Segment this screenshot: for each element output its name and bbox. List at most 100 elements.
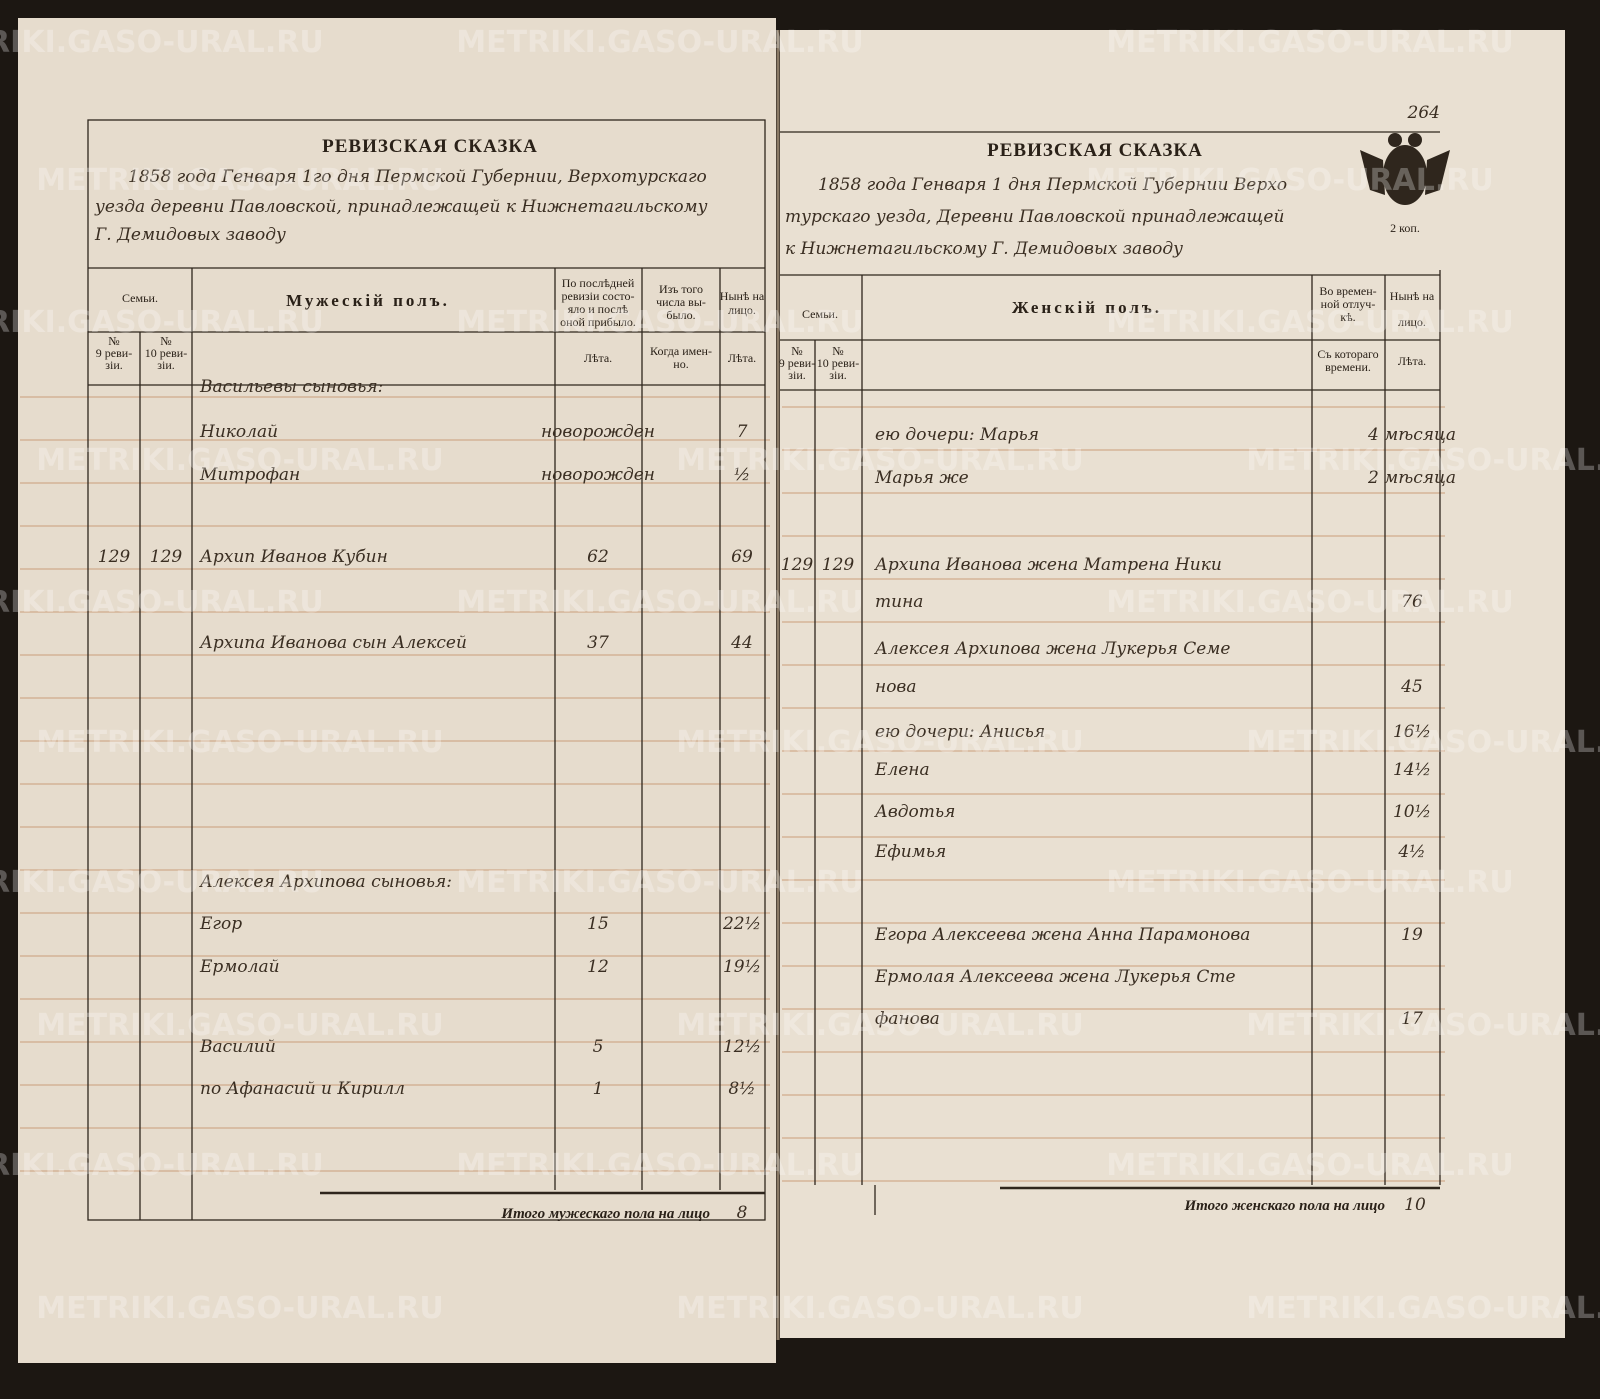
watermark: METRIKI.GASO-URAL.RU	[1246, 443, 1600, 478]
watermark: METRIKI.GASO-URAL.RU	[1106, 585, 1514, 620]
entry-name: Архип Иванов Кубин	[199, 547, 388, 567]
column-header: зіи.	[157, 358, 175, 372]
entry-last: 37	[587, 633, 609, 653]
entry-name: Елена	[874, 760, 930, 780]
watermark: METRIKI.GASO-URAL.RU	[676, 725, 1084, 760]
stamp-price: 2 коп.	[1390, 221, 1420, 235]
entry-last: 5	[593, 1037, 604, 1057]
entries: Васильевы сыновья: Николай новорожден 7 Митр…	[98, 377, 1456, 1099]
entry-name: Василий	[199, 1037, 276, 1057]
right-header-line: 1858 года Генваря 1 дня Пермской Губерни…	[818, 175, 1287, 195]
entry-now: 19	[1401, 925, 1423, 945]
column-header: числа вы-	[656, 295, 706, 309]
emblem-head	[1388, 133, 1402, 147]
column-header: Лѣта.	[728, 351, 756, 365]
entry-now: 19½	[723, 957, 761, 977]
watermark: METRIKI.GASO-URAL.RU	[456, 25, 864, 60]
right-title: РЕВИЗСКАЯ СКАЗКА	[987, 140, 1203, 161]
entry-name: Ермолая Алексеева жена Лукерья Сте	[874, 967, 1236, 987]
entry-name: фанова	[875, 1009, 940, 1029]
watermark: METRIKI.GASO-URAL.RU	[1246, 1291, 1600, 1326]
left-header-line: 1858 года Генваря 1го дня Пермской Губер…	[128, 167, 707, 187]
entry-name: Васильевы сыновья:	[199, 377, 383, 397]
entry-now: 2 мѣсяца	[1367, 468, 1456, 488]
entry-last: новорожден	[541, 422, 655, 442]
watermark: METRIKI.GASO-URAL.RU	[1106, 25, 1514, 60]
column-header: №	[791, 344, 802, 358]
entry-name: Николай	[199, 422, 278, 442]
column-header: 10 реви-	[817, 356, 859, 370]
entry-name: Архипа Иванова жена Матрена Ники	[874, 555, 1222, 575]
column-header: зіи.	[829, 368, 847, 382]
column-header: 9 реви-	[96, 346, 132, 360]
column-header: Лѣта.	[584, 351, 612, 365]
watermarks: METRIKI.GASO-URAL.RU METRIKI.GASO-URAL.RU…	[0, 25, 1600, 1326]
column-header: времени.	[1325, 360, 1371, 374]
right-total-label: Итого женскаго пола на лицо	[1183, 1198, 1385, 1214]
emblem-wings	[1360, 150, 1450, 195]
entry-name: тина	[875, 592, 923, 612]
entry-now: 69	[731, 547, 753, 567]
watermark: METRIKI.GASO-URAL.RU	[36, 163, 444, 198]
left-table	[87, 119, 766, 1221]
entry-now: 22½	[722, 914, 761, 934]
ruled-lines	[20, 396, 1445, 1182]
entry-now: 12½	[723, 1037, 761, 1057]
entry-now: 17	[1401, 1009, 1423, 1029]
entry-name: Авдотья	[874, 802, 955, 822]
entry-name: ею дочери: Анисья	[875, 722, 1045, 742]
column-header: №	[832, 344, 843, 358]
entry-now: 44	[730, 633, 753, 653]
column-header: Съ котораго	[1317, 347, 1378, 361]
column-header: Изъ того	[659, 282, 703, 296]
right-header-line: к Нижнетагильскому Г. Демидовых заводу	[785, 239, 1183, 259]
emblem-head	[1408, 133, 1422, 147]
column-header: По послѣдней	[562, 276, 635, 290]
watermark: METRIKI.GASO-URAL.RU	[456, 585, 864, 620]
entry-name: Ефимья	[874, 842, 946, 862]
watermark: METRIKI.GASO-URAL.RU	[456, 305, 864, 340]
column-header: Семьи.	[122, 291, 158, 305]
right-sheet	[780, 30, 1565, 1338]
entry-name: Митрофан	[199, 465, 300, 485]
entry-last: 15	[587, 914, 609, 934]
watermark: METRIKI.GASO-URAL.RU	[456, 865, 864, 900]
column-header: Во времен-	[1319, 284, 1376, 298]
watermark: METRIKI.GASO-URAL.RU	[0, 25, 324, 60]
column-header: Мужескій полъ.	[286, 291, 450, 310]
entry-now: 16½	[1393, 722, 1431, 742]
entry-now: 76	[1401, 592, 1423, 612]
entry-name: ею дочери: Марья	[875, 425, 1039, 445]
emblem-body	[1383, 145, 1427, 205]
emblem	[1360, 133, 1450, 205]
watermark: METRIKI.GASO-URAL.RU	[0, 305, 324, 340]
frame	[87, 119, 766, 1221]
watermark: METRIKI.GASO-URAL.RU	[0, 865, 324, 900]
column-header: №	[108, 334, 119, 348]
entry-last: 1	[593, 1079, 604, 1099]
watermark: METRIKI.GASO-URAL.RU	[1246, 1008, 1600, 1043]
column-header: Нынѣ на	[1390, 289, 1435, 303]
entry-now: 10½	[1393, 802, 1431, 822]
left-title: РЕВИЗСКАЯ СКАЗКА	[322, 136, 538, 157]
entry-now: 7	[737, 422, 748, 442]
watermark: METRIKI.GASO-URAL.RU	[0, 585, 324, 620]
entry-last: 62	[587, 547, 609, 567]
entry-now: 4½	[1397, 842, 1425, 862]
column-header: 9 реви-	[779, 356, 815, 370]
entry-now: 14½	[1393, 760, 1431, 780]
entry-name: Алексея Архипова сыновья:	[199, 872, 452, 892]
watermark: METRIKI.GASO-URAL.RU	[1086, 163, 1494, 198]
right-total: 10	[1404, 1195, 1426, 1215]
column-header: Семьи.	[802, 307, 838, 321]
entry-name: Егор	[199, 914, 242, 934]
column-header: было.	[666, 308, 695, 322]
entry-n9: 129	[781, 555, 814, 575]
entry-n9: 129	[98, 547, 131, 567]
page-number: 264	[1407, 103, 1440, 123]
entry-name: Алексея Архипова жена Лукерья Семе	[874, 639, 1230, 659]
